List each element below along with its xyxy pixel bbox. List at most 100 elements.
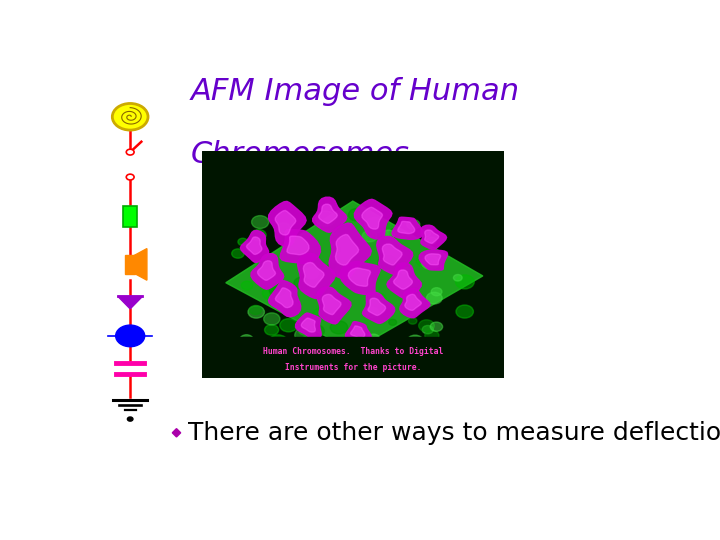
Polygon shape xyxy=(303,262,324,287)
Circle shape xyxy=(425,330,439,341)
Polygon shape xyxy=(387,263,421,298)
Circle shape xyxy=(420,230,431,237)
Circle shape xyxy=(232,249,244,258)
Circle shape xyxy=(408,318,417,324)
Circle shape xyxy=(259,261,269,268)
Circle shape xyxy=(382,230,395,239)
Circle shape xyxy=(431,288,442,296)
Circle shape xyxy=(238,238,248,246)
Circle shape xyxy=(126,174,134,180)
Circle shape xyxy=(237,338,247,346)
Polygon shape xyxy=(336,234,359,265)
Circle shape xyxy=(422,326,433,334)
Circle shape xyxy=(127,417,133,421)
Polygon shape xyxy=(420,225,446,249)
Circle shape xyxy=(430,322,443,332)
Circle shape xyxy=(348,208,365,221)
Circle shape xyxy=(389,228,401,238)
Circle shape xyxy=(330,321,348,334)
Polygon shape xyxy=(362,207,382,229)
Polygon shape xyxy=(392,217,423,239)
Circle shape xyxy=(277,223,289,232)
Text: Human Chromosomes.  Thanks to Digital: Human Chromosomes. Thanks to Digital xyxy=(263,347,443,356)
Circle shape xyxy=(400,267,410,274)
Polygon shape xyxy=(346,322,372,343)
Circle shape xyxy=(315,211,336,226)
Circle shape xyxy=(269,284,285,296)
Text: Instruments for the picture.: Instruments for the picture. xyxy=(284,363,421,372)
Circle shape xyxy=(454,274,462,281)
Polygon shape xyxy=(269,281,301,316)
Polygon shape xyxy=(287,236,309,255)
Polygon shape xyxy=(297,253,336,299)
Circle shape xyxy=(332,246,341,253)
Polygon shape xyxy=(240,231,269,262)
Polygon shape xyxy=(340,261,380,295)
Polygon shape xyxy=(425,254,441,265)
Circle shape xyxy=(426,262,433,267)
Bar xyxy=(202,337,504,378)
Polygon shape xyxy=(397,221,415,234)
Circle shape xyxy=(112,104,148,130)
Circle shape xyxy=(240,335,253,345)
Polygon shape xyxy=(323,294,341,315)
Polygon shape xyxy=(251,254,284,289)
Polygon shape xyxy=(275,211,296,235)
Circle shape xyxy=(264,325,279,335)
Circle shape xyxy=(116,325,145,347)
Polygon shape xyxy=(312,197,347,232)
Circle shape xyxy=(389,319,397,325)
Circle shape xyxy=(364,307,379,318)
Circle shape xyxy=(328,263,336,268)
Circle shape xyxy=(424,248,439,260)
Polygon shape xyxy=(319,204,338,224)
Polygon shape xyxy=(405,294,421,310)
Polygon shape xyxy=(295,313,321,339)
Polygon shape xyxy=(351,326,365,338)
Polygon shape xyxy=(377,237,413,275)
Circle shape xyxy=(271,287,280,294)
Circle shape xyxy=(418,320,434,332)
Circle shape xyxy=(250,306,261,315)
Polygon shape xyxy=(368,298,386,315)
Circle shape xyxy=(301,336,312,345)
Text: AFM Image of Human: AFM Image of Human xyxy=(190,77,520,106)
Circle shape xyxy=(399,261,407,267)
Polygon shape xyxy=(275,288,293,308)
Polygon shape xyxy=(246,237,262,254)
Circle shape xyxy=(362,231,377,242)
Text: There are other ways to measure deflection.: There are other ways to measure deflecti… xyxy=(188,421,720,445)
Polygon shape xyxy=(226,201,483,351)
Polygon shape xyxy=(348,268,371,286)
Circle shape xyxy=(313,308,330,321)
Circle shape xyxy=(269,335,287,349)
Circle shape xyxy=(427,237,436,244)
Circle shape xyxy=(126,149,134,155)
Circle shape xyxy=(248,306,264,318)
Polygon shape xyxy=(394,270,413,289)
Polygon shape xyxy=(400,288,430,318)
Circle shape xyxy=(371,293,386,305)
Polygon shape xyxy=(425,230,438,244)
Polygon shape xyxy=(301,318,315,332)
Circle shape xyxy=(365,218,386,233)
Polygon shape xyxy=(118,296,143,309)
Circle shape xyxy=(378,255,397,269)
Circle shape xyxy=(456,275,474,289)
Circle shape xyxy=(416,254,433,267)
Circle shape xyxy=(407,220,420,229)
Circle shape xyxy=(307,325,324,338)
Circle shape xyxy=(407,335,423,347)
Circle shape xyxy=(456,305,474,318)
Circle shape xyxy=(264,313,280,325)
Polygon shape xyxy=(258,261,276,280)
Polygon shape xyxy=(419,250,448,270)
Polygon shape xyxy=(382,244,402,265)
Bar xyxy=(124,206,137,227)
Circle shape xyxy=(421,255,440,269)
Circle shape xyxy=(294,327,315,343)
Polygon shape xyxy=(362,292,395,323)
Circle shape xyxy=(297,321,316,335)
Polygon shape xyxy=(354,199,392,239)
Polygon shape xyxy=(317,287,351,324)
